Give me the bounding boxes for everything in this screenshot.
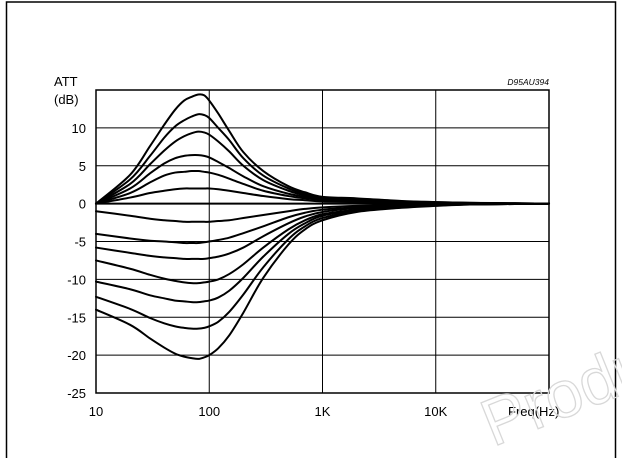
y-tick-label: -25 <box>67 386 86 401</box>
series-line-13 <box>95 202 550 360</box>
figure-id: D95AU394 <box>507 77 549 87</box>
y-tick-label: -20 <box>67 348 86 363</box>
x-tick-label: 10 <box>89 404 103 419</box>
x-axis-label: Freq(Hz) <box>508 404 559 419</box>
watermark-text: Product(s) <box>471 277 622 458</box>
x-tick-label: 10K <box>424 404 447 419</box>
y-tick-label: 0 <box>79 197 86 212</box>
series-layer <box>95 93 550 360</box>
y-tick-label: -10 <box>67 272 86 287</box>
y-tick-label: 5 <box>79 159 86 174</box>
x-tick-label: 1K <box>315 404 331 419</box>
plot-area <box>95 89 550 394</box>
y-axis-label-line-2: (dB) <box>54 92 79 107</box>
y-axis-label-line-1: ATT <box>54 74 78 89</box>
y-tick-label: -15 <box>67 310 86 325</box>
x-tick-label: 100 <box>198 404 220 419</box>
y-tick-label: 10 <box>72 121 86 136</box>
y-tick-label: -5 <box>74 235 86 250</box>
